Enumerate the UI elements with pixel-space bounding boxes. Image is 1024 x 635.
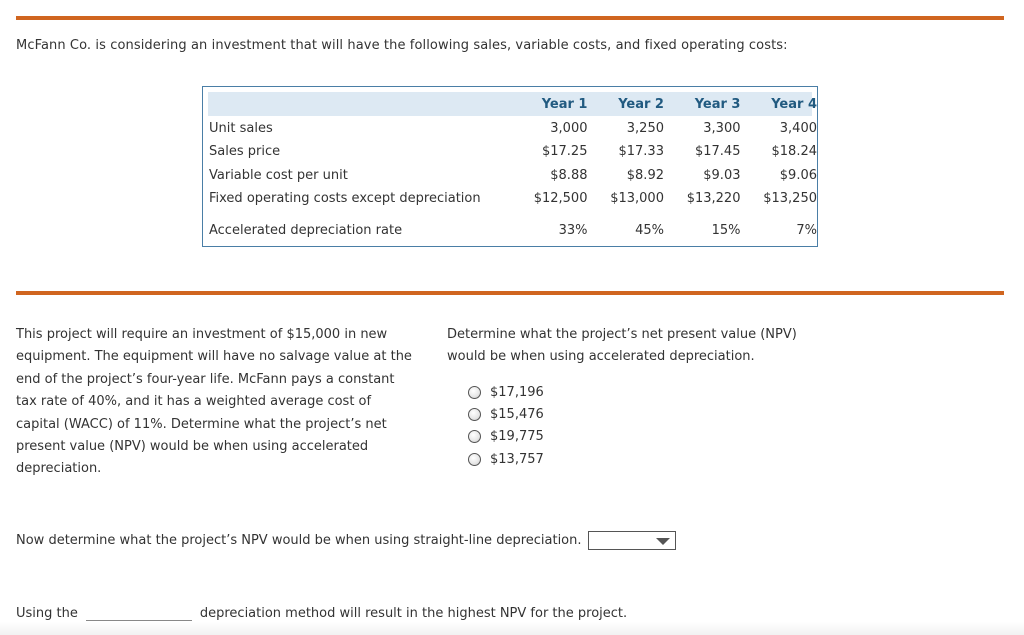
option-4[interactable]: $13,757 [468, 448, 544, 470]
option-label: $13,757 [490, 451, 544, 467]
radio-button[interactable] [468, 430, 481, 444]
straight-line-question: Now determine what the project’s NPV wou… [16, 531, 676, 550]
header-year-3: Year 3 [694, 97, 741, 113]
cost-table: Year 1 Year 2 Year 3 Year 4 Unit sales 3… [209, 93, 817, 242]
table-row: Variable cost per unit $8.88 $8.92 $9.03… [209, 164, 817, 188]
table-cell: $13,000 [610, 191, 664, 207]
chevron-down-icon [655, 538, 670, 545]
option-label: $19,775 [490, 429, 544, 445]
row-label: Sales price [209, 144, 281, 160]
row-label: Variable cost per unit [209, 167, 348, 183]
method-prefix: Using the [16, 606, 78, 621]
table-cell: 33% [558, 222, 588, 238]
table-header-row: Year 1 Year 2 Year 3 Year 4 [209, 93, 817, 117]
row-label: Unit sales [209, 120, 273, 136]
bottom-fade [0, 622, 1024, 635]
table-row: Fixed operating costs except depreciatio… [209, 187, 817, 211]
row-label: Fixed operating costs except depreciatio… [209, 191, 481, 207]
table-cell: $17.25 [541, 144, 588, 160]
table-row-depreciation: Accelerated depreciation rate 33% 45% 15… [209, 219, 817, 243]
method-suffix: depreciation method will result in the h… [199, 606, 628, 621]
table-cell: $13,250 [763, 191, 817, 207]
problem-description: This project will require an investment … [16, 327, 412, 477]
table-header-background [208, 92, 812, 116]
radio-button[interactable] [468, 385, 481, 399]
intro-text: McFann Co. is considering an investment … [16, 38, 788, 53]
option-label: $17,196 [490, 384, 544, 400]
table-cell: $13,220 [686, 191, 741, 207]
top-rule [16, 16, 1004, 20]
header-year-2: Year 2 [618, 97, 664, 113]
table-cell: $17.45 [694, 144, 741, 160]
table-cell: 3,400 [779, 120, 817, 136]
table-cell: $12,500 [533, 191, 588, 207]
table-cell: $17.33 [618, 144, 664, 160]
data-table: Year 1 Year 2 Year 3 Year 4 Unit sales 3… [202, 86, 818, 247]
table-cell: 15% [711, 222, 741, 238]
radio-button[interactable] [468, 452, 481, 466]
option-label: $15,476 [490, 407, 544, 423]
method-question: Using the depreciation method will resul… [16, 603, 627, 621]
straight-line-prompt: Now determine what the project’s NPV wou… [16, 533, 582, 548]
table-row: Unit sales 3,000 3,250 3,300 3,400 [209, 117, 817, 141]
row-label: Accelerated depreciation rate [209, 222, 403, 238]
straight-line-npv-dropdown[interactable] [587, 531, 676, 550]
table-cell: $8.88 [550, 167, 588, 183]
option-2[interactable]: $15,476 [468, 403, 544, 425]
middle-rule [16, 291, 1004, 295]
npv-options: $17,196 $15,476 $19,775 $13,757 [468, 381, 544, 471]
table-cell: 3,300 [703, 120, 741, 136]
table-cell: $9.06 [779, 167, 817, 183]
table-cell: 45% [635, 222, 664, 238]
table-row: Sales price $17.25 $17.33 $17.45 $18.24 [209, 140, 817, 164]
header-year-4: Year 4 [771, 97, 817, 113]
table-cell: $8.92 [626, 167, 664, 183]
table-cell: 7% [796, 222, 817, 238]
table-cell: $18.24 [771, 144, 818, 160]
header-year-1: Year 1 [541, 97, 588, 113]
option-1[interactable]: $17,196 [468, 381, 544, 403]
table-cell: 3,000 [550, 120, 588, 136]
table-spacer-row [209, 211, 817, 219]
radio-button[interactable] [468, 408, 481, 422]
table-cell: 3,250 [626, 120, 664, 136]
method-blank-dropdown[interactable] [85, 603, 192, 621]
option-3[interactable]: $19,775 [468, 426, 544, 448]
question-text: Determine what the project’s net present… [447, 327, 797, 365]
table-cell: $9.03 [703, 167, 741, 183]
